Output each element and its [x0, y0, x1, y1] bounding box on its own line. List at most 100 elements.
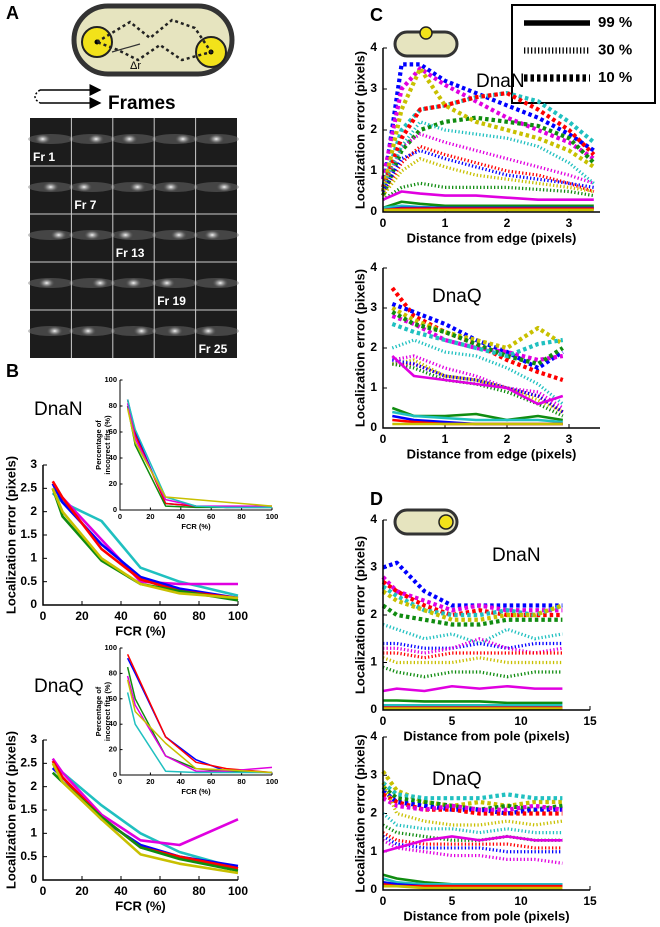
chart-title: DnaN — [476, 71, 525, 92]
y-tick-label: 1 — [370, 655, 377, 669]
spot — [125, 278, 142, 288]
y-tick-label: 1 — [370, 380, 377, 394]
y-tick-label: 3 — [30, 457, 37, 471]
y-tick-label: 1.5 — [20, 527, 37, 541]
y-tick-label: 60 — [109, 694, 117, 703]
x-tick-label: 2 — [504, 432, 511, 446]
series-line — [51, 487, 239, 600]
y-tick-label: 40 — [109, 453, 117, 462]
x-tick-label: 20 — [146, 777, 154, 786]
x-tick-label: 100 — [266, 777, 279, 786]
spot — [117, 230, 134, 240]
series-line — [126, 654, 273, 774]
spot — [133, 326, 150, 336]
series-line — [381, 796, 563, 812]
x-tick-label: 40 — [177, 777, 185, 786]
series-line — [381, 148, 595, 193]
axes — [119, 648, 272, 776]
x-tick-label: 0 — [40, 884, 47, 898]
frame-label: Fr 19 — [157, 294, 186, 308]
series-line — [390, 286, 564, 382]
y-tick-label: 0 — [370, 204, 377, 218]
x-axis-label: FCR (%) — [115, 898, 166, 913]
x-axis-label: Distance from edge (pixels) — [407, 230, 577, 245]
series-line — [382, 181, 595, 202]
spot — [34, 134, 51, 144]
series-line — [382, 877, 563, 886]
spot — [162, 182, 179, 192]
x-tick-label: 40 — [114, 884, 128, 898]
series-line — [392, 410, 563, 424]
x-tick-label: 0 — [380, 432, 387, 446]
y-tick-label: 2 — [370, 340, 377, 354]
y-axis-label: Percentage of — [94, 420, 103, 470]
series-line — [382, 665, 563, 679]
series-line — [392, 358, 564, 414]
x-tick-label: 80 — [237, 512, 245, 521]
axes — [382, 268, 600, 429]
series-line — [126, 679, 273, 774]
series-line — [51, 762, 239, 875]
y-tick-label: 0 — [113, 770, 117, 779]
series-line — [391, 302, 564, 371]
x-tick-label: 60 — [207, 777, 215, 786]
frames-image: Fr 1 Fr 7 Fr 13 Fr 19 Fr 25 — [27, 118, 240, 358]
x-axis-label: Distance from edge (pixels) — [407, 446, 577, 461]
y-axis-label: Localization error (pixels) — [352, 536, 367, 694]
y-tick-label: 0.5 — [20, 849, 37, 863]
x-tick-label: 0 — [40, 609, 47, 623]
series-line — [381, 770, 563, 808]
x-tick-label: 10 — [514, 714, 528, 728]
delta-label: Δr — [130, 60, 141, 72]
series-line — [392, 358, 564, 414]
frame-label: Fr 25 — [199, 342, 228, 356]
series-line — [126, 399, 272, 509]
series-line — [382, 835, 563, 854]
y-axis-label: Localization error (pixels) — [352, 734, 367, 892]
y-axis-label: Localization error (pixels) — [3, 456, 18, 614]
series-line — [382, 200, 594, 210]
chart-title: DnaN — [34, 399, 83, 420]
spot — [212, 278, 229, 288]
frames-arrows — [34, 84, 102, 109]
spot — [216, 182, 233, 192]
y-tick-label: 2 — [370, 806, 377, 820]
legend-box — [511, 4, 656, 104]
series-line — [381, 589, 564, 622]
spot — [208, 134, 225, 144]
x-tick-label: 0 — [380, 216, 387, 230]
y-tick-label: 80 — [109, 401, 117, 410]
spot — [46, 326, 63, 336]
legend-label: 99 % — [598, 14, 632, 31]
legend-label: 10 % — [598, 69, 632, 86]
x-tick-label: 0 — [380, 714, 387, 728]
x-tick-label: 100 — [266, 512, 279, 521]
x-tick-label: 40 — [114, 609, 128, 623]
series-line — [380, 62, 595, 192]
series-line — [382, 831, 563, 850]
series-line — [392, 354, 564, 410]
y-tick-label: 0 — [30, 872, 37, 886]
spot — [92, 278, 109, 288]
y-tick-label: 2 — [30, 504, 37, 518]
spot — [121, 134, 138, 144]
series-line — [391, 355, 564, 406]
x-tick-label: 5 — [449, 714, 456, 728]
axes — [382, 48, 600, 213]
series-line — [381, 575, 563, 613]
spot — [129, 182, 146, 192]
y-tick-label: 4 — [370, 40, 377, 54]
y-axis-label: Localization error (pixels) — [352, 51, 367, 209]
y-axis-label: Localization error (pixels) — [3, 731, 18, 889]
y-tick-label: 3 — [30, 732, 37, 746]
panel-label: B — [6, 361, 19, 381]
x-tick-label: 20 — [146, 512, 154, 521]
axes — [119, 380, 272, 511]
x-tick-label: 10 — [514, 894, 528, 908]
spot — [42, 182, 59, 192]
spot — [204, 230, 221, 240]
x-tick-label: 0 — [118, 512, 122, 521]
spot — [76, 182, 93, 192]
y-tick-label: 0 — [30, 597, 37, 611]
